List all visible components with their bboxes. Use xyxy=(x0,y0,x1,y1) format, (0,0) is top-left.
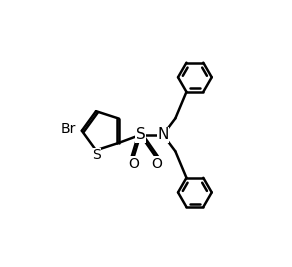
Text: S: S xyxy=(92,148,100,162)
Text: Br: Br xyxy=(61,122,76,136)
Text: S: S xyxy=(135,127,145,142)
Text: N: N xyxy=(157,127,169,142)
Text: O: O xyxy=(128,157,139,171)
Text: O: O xyxy=(152,157,162,171)
